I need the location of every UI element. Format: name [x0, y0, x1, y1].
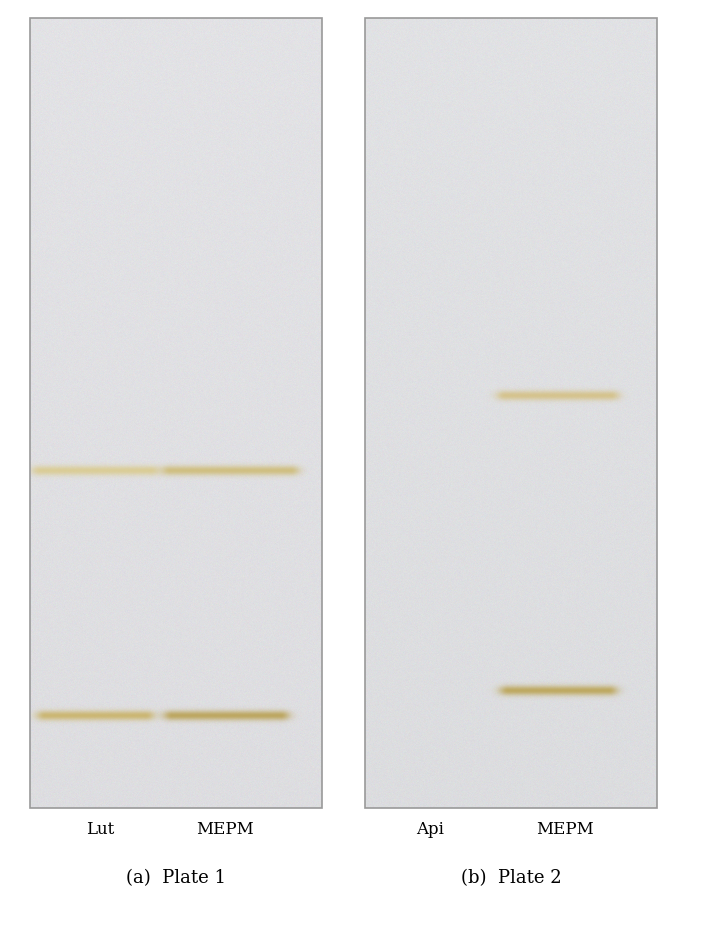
Text: Lut: Lut — [86, 821, 114, 838]
Text: MEPM: MEPM — [536, 821, 594, 838]
Bar — [365, 18, 657, 808]
Text: MEPM: MEPM — [196, 821, 254, 838]
Text: (a)  Plate 1: (a) Plate 1 — [126, 869, 226, 887]
Bar — [30, 18, 322, 808]
Text: (b)  Plate 2: (b) Plate 2 — [460, 869, 561, 887]
Text: Api: Api — [416, 821, 444, 838]
